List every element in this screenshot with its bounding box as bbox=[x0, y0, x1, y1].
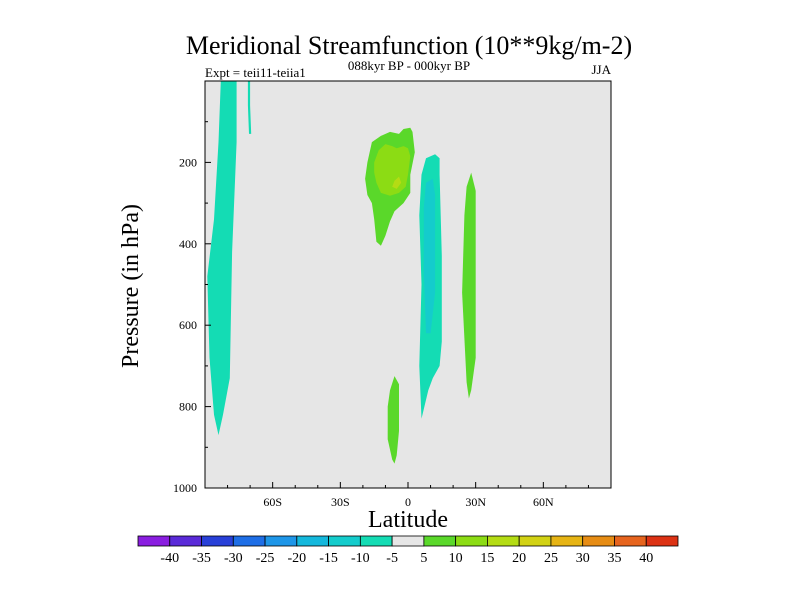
chart-title: Meridional Streamfunction (10**9kg/m-2) bbox=[186, 31, 632, 60]
x-tick-label: 60S bbox=[263, 495, 282, 509]
colorbar-label: -40 bbox=[160, 551, 179, 566]
contour-region-southern-strip bbox=[247, 81, 252, 134]
colorbar-swatch bbox=[645, 535, 679, 547]
colorbar-swatch bbox=[328, 535, 361, 547]
contour-region-northern-cell bbox=[462, 172, 476, 399]
colorbar-swatch bbox=[359, 535, 393, 547]
y-tick-label: 200 bbox=[179, 155, 197, 169]
colorbar-swatch bbox=[232, 535, 266, 547]
colorbar-label: -15 bbox=[319, 551, 338, 566]
y-tick-label: 800 bbox=[179, 400, 197, 414]
y-tick-label: 600 bbox=[179, 318, 197, 332]
colorbar-swatch bbox=[169, 535, 202, 547]
colorbar-label: 15 bbox=[480, 551, 494, 566]
y-tick-label: 400 bbox=[179, 237, 197, 251]
colorbar-label: 5 bbox=[420, 551, 427, 566]
colorbar-swatch bbox=[391, 535, 425, 547]
colorbar-label: -35 bbox=[192, 551, 211, 566]
colorbar-swatch bbox=[550, 535, 584, 547]
colorbar: -40 -35 -30 -25 -20 -15 -10 -5 5 10 15 20 25 30 35 40 bbox=[137, 535, 679, 566]
x-axis-title: Latitude bbox=[368, 507, 448, 533]
colorbar-label: 20 bbox=[512, 551, 526, 566]
y-tick-label: 1000 bbox=[173, 481, 197, 495]
x-tick-label: 60N bbox=[533, 495, 554, 509]
colorbar-swatch bbox=[487, 535, 520, 547]
contour-region-southern-cell bbox=[207, 81, 237, 436]
period-label: 088kyr BP - 000kyr BP bbox=[348, 58, 470, 73]
colorbar-label: 30 bbox=[576, 551, 590, 566]
colorbar-swatch bbox=[296, 535, 329, 547]
colorbar-swatch bbox=[201, 535, 234, 547]
contour-region-equatorial-core bbox=[423, 178, 436, 334]
colorbar-label: -10 bbox=[351, 551, 370, 566]
colorbar-label: 10 bbox=[449, 551, 463, 566]
colorbar-label: -5 bbox=[386, 551, 398, 566]
contour-region-upper-positive-core bbox=[374, 144, 411, 196]
experiment-label: Expt = teii11-teiia1 bbox=[205, 65, 306, 80]
colorbar-label: -25 bbox=[256, 551, 275, 566]
colorbar-swatch bbox=[582, 535, 615, 547]
y-axis-title: Pressure (in hPa) bbox=[118, 204, 144, 368]
colorbar-swatch bbox=[614, 535, 647, 547]
colorbar-label: 35 bbox=[607, 551, 621, 566]
x-tick-label: 0 bbox=[405, 495, 411, 509]
colorbar-label: -30 bbox=[224, 551, 243, 566]
x-tick-label: 30S bbox=[331, 495, 350, 509]
contour-region-upper-positive-peak bbox=[392, 176, 402, 189]
colorbar-swatch bbox=[518, 535, 552, 547]
season-label: JJA bbox=[591, 62, 611, 77]
colorbar-label: -20 bbox=[287, 551, 306, 566]
colorbar-swatch bbox=[423, 535, 457, 547]
colorbar-label: 40 bbox=[639, 551, 653, 566]
colorbar-swatch bbox=[264, 535, 298, 547]
contour-region-lower-positive bbox=[387, 376, 399, 464]
colorbar-swatch bbox=[455, 535, 488, 547]
x-tick-label: 30N bbox=[465, 495, 486, 509]
colorbar-swatch bbox=[137, 535, 171, 547]
colorbar-label: 25 bbox=[544, 551, 558, 566]
plot-area: 60S 30S 0 30N 60N 200 400 600 800 1000 bbox=[173, 80, 612, 509]
